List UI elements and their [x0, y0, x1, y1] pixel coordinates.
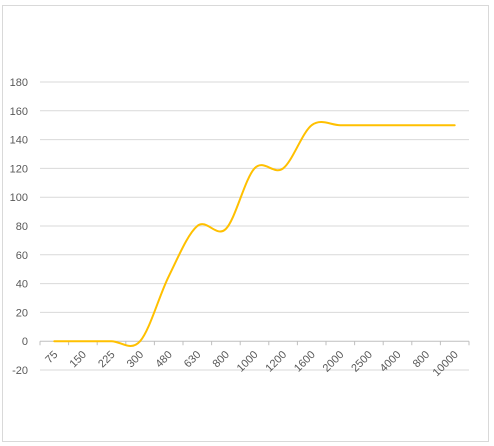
x-tick-label: 75: [43, 349, 60, 366]
x-tick-label: 1200: [263, 349, 289, 375]
y-tick-label-160: 160: [10, 106, 28, 118]
chart-area: [2, 5, 489, 442]
x-tick-label: 2500: [349, 349, 375, 375]
series-lines: [53, 121, 456, 347]
y-axis-tick-labels: -20 0 20 40 60 80 100 120 140 160 180: [10, 77, 28, 377]
x-tick-label: 630: [182, 349, 203, 370]
x-tick-label: 4000: [378, 349, 404, 375]
x-tick-label: 150: [68, 349, 89, 370]
y-tick-label-100: 100: [10, 192, 28, 204]
gridlines: [40, 81, 469, 371]
y-tick-label-40: 40: [16, 279, 28, 291]
x-tick-label: 800: [411, 349, 432, 370]
series-line-0: [53, 121, 456, 347]
x-tick-label: 1600: [292, 349, 318, 375]
x-tick-label: 2000: [321, 349, 347, 375]
y-tick-label-180: 180: [10, 77, 28, 89]
x-tick-label: 1000: [235, 349, 261, 375]
x-tick-label: 300: [125, 349, 146, 370]
x-axis-tick-labels: 75 150 225 300 480 630 800 1000 1200 1600 2000 2500…: [43, 349, 461, 379]
y-tick-label-60: 60: [16, 250, 28, 262]
x-tick-label: 225: [96, 349, 117, 370]
y-tick-label-20: 20: [16, 307, 28, 319]
x-tick-label: 480: [153, 349, 174, 370]
y-tick-label-140: 140: [10, 135, 28, 147]
x-tick-label: 10000: [431, 349, 461, 379]
y-tick-label--20: -20: [12, 365, 28, 377]
x-tick-label: 800: [211, 349, 232, 370]
y-tick-label-80: 80: [16, 221, 28, 233]
y-tick-label-120: 120: [10, 163, 28, 175]
y-tick-label-0: 0: [22, 336, 28, 348]
